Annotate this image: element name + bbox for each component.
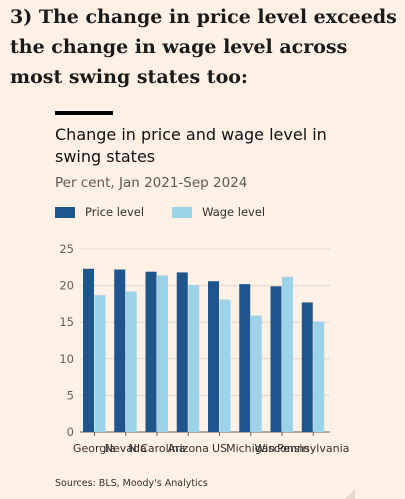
y-tick-label: 5 bbox=[67, 388, 74, 402]
x-tick-label: Arizona bbox=[168, 442, 209, 455]
wage-bar bbox=[313, 321, 325, 432]
y-tick-label: 0 bbox=[67, 425, 74, 439]
chart-source: Sources: BLS, Moody's Analytics bbox=[55, 478, 208, 489]
x-tick-label: Georgia bbox=[73, 442, 116, 455]
price-bar bbox=[270, 286, 282, 432]
legend-label-wage: Wage level bbox=[202, 205, 266, 219]
chart-subtitle: Per cent, Jan 2021-Sep 2024 bbox=[55, 175, 248, 191]
price-bar bbox=[239, 284, 251, 432]
x-tick-label: N Carolina bbox=[129, 442, 186, 455]
wage-bar bbox=[282, 276, 293, 432]
price-bar bbox=[208, 281, 219, 432]
wage-bar bbox=[125, 291, 137, 432]
price-bar bbox=[176, 272, 188, 432]
legend-item-price: Price level bbox=[55, 205, 144, 219]
wage-bar bbox=[219, 299, 231, 432]
wage-bar bbox=[94, 295, 106, 432]
legend-item-wage: Wage level bbox=[172, 205, 265, 219]
y-tick-label: 25 bbox=[59, 242, 74, 256]
chart-legend: Price level Wage level bbox=[55, 205, 265, 219]
post-heading: 3) The change in price level exceeds the… bbox=[10, 6, 397, 88]
page-corner-fold bbox=[345, 489, 355, 499]
chart-top-rule bbox=[55, 111, 113, 115]
price-bar bbox=[114, 269, 126, 432]
legend-swatch-wage bbox=[172, 206, 193, 218]
y-tick-label: 10 bbox=[59, 352, 74, 366]
legend-label-price: Price level bbox=[85, 205, 145, 219]
chart-title: Change in price and wage level in swing … bbox=[55, 125, 327, 166]
legend-swatch-price bbox=[55, 206, 75, 218]
price-bar bbox=[145, 271, 157, 432]
price-bar bbox=[301, 302, 313, 432]
chart-card: Change in price and wage level in swing … bbox=[0, 108, 405, 499]
y-tick-label: 20 bbox=[59, 279, 74, 293]
x-tick-label: Pennsylvania bbox=[277, 442, 349, 455]
y-tick-label: 15 bbox=[59, 315, 74, 329]
wage-bar bbox=[188, 284, 200, 432]
price-bar bbox=[83, 268, 94, 432]
x-tick-label: Nevada bbox=[105, 442, 147, 455]
x-tick-label: Wisconsin bbox=[255, 442, 310, 455]
x-tick-label: Michigan bbox=[226, 442, 275, 455]
wage-bar bbox=[157, 275, 168, 432]
x-tick-label: US bbox=[212, 442, 227, 455]
wage-bar bbox=[250, 315, 262, 432]
